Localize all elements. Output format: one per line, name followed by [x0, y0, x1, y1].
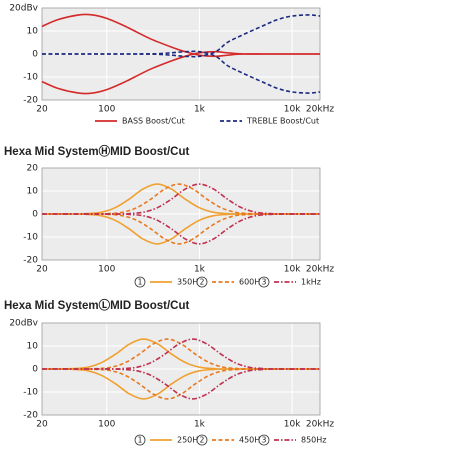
response-curve — [41, 213, 321, 245]
legend-badge-number: 3 — [262, 436, 267, 445]
legend-badge-number: 3 — [262, 278, 267, 287]
y-tick-label: -20 — [23, 256, 38, 266]
x-tick-label: 1k — [194, 420, 206, 430]
legend-badge — [134, 434, 146, 446]
y-tick-label: -20 — [23, 96, 38, 106]
y-tick-label: 10 — [27, 342, 39, 352]
legend-badge — [196, 276, 208, 288]
chart-title: Hexa Mid SystemⒽMID Boost/Cut — [4, 144, 189, 158]
y-tick-label: -10 — [23, 388, 38, 398]
x-tick-label: 10k — [284, 420, 301, 430]
legend-label: TREBLE Boost/Cut — [246, 117, 319, 126]
y-tick-label: -20 — [23, 411, 38, 421]
y-tick-label: 10 — [27, 27, 39, 37]
legend-label: 250Hz — [177, 436, 202, 445]
x-tick-label: 20kHz — [306, 265, 334, 275]
response-curve — [41, 50, 320, 95]
x-tick-label: 20kHz — [306, 420, 334, 430]
legend-badge — [196, 434, 208, 446]
y-tick-label: 20dBv — [9, 4, 38, 14]
legend-label: 350Hz — [177, 278, 202, 287]
y-tick-label: 0 — [32, 365, 38, 375]
response-curve — [41, 50, 321, 94]
x-tick-label: 20kHz — [306, 105, 334, 115]
x-tick-label: 20 — [36, 420, 48, 430]
legend-badge-number: 2 — [200, 436, 205, 445]
legend-label: 600Hz — [239, 278, 264, 287]
legend-label: 850Hz — [301, 436, 326, 445]
y-tick-label: 20dBv — [9, 319, 38, 329]
chart: Hexa Mid SystemⓁMID Boost/Cut20dBv100-10… — [4, 298, 334, 446]
y-tick-label: 0 — [32, 210, 38, 220]
x-tick-label: 20 — [36, 265, 48, 275]
y-tick-label: 20 — [27, 164, 39, 174]
legend-badge-number: 1 — [138, 278, 143, 287]
response-curve — [41, 368, 321, 400]
chart: Hexa Mid SystemⒽMID Boost/Cut20100-10-20… — [4, 144, 334, 288]
y-tick-label: 0 — [32, 50, 38, 60]
legend-badge-number: 1 — [138, 436, 143, 445]
x-tick-label: 100 — [98, 105, 115, 115]
x-tick-label: 10k — [284, 105, 301, 115]
legend-badge-number: 2 — [200, 278, 205, 287]
legend-label: BASS Boost/Cut — [122, 117, 185, 126]
legend-label: 1kHz — [301, 278, 321, 287]
y-tick-label: 10 — [27, 187, 39, 197]
x-tick-label: 10k — [284, 265, 301, 275]
legend-label: 450Hz — [239, 436, 264, 445]
x-tick-label: 1k — [194, 105, 206, 115]
y-tick-label: -10 — [23, 233, 38, 243]
response-curve — [41, 213, 321, 245]
chart-title: Hexa Mid SystemⓁMID Boost/Cut — [4, 298, 189, 312]
x-tick-label: 100 — [98, 420, 115, 430]
response-curve — [41, 183, 321, 215]
y-tick-label: -10 — [23, 73, 38, 83]
response-curve — [41, 183, 321, 215]
legend-badge — [134, 276, 146, 288]
response-curve — [41, 338, 321, 370]
x-tick-label: 100 — [98, 265, 115, 275]
x-tick-label: 1k — [194, 265, 206, 275]
legend-badge — [258, 276, 270, 288]
x-tick-label: 20 — [36, 105, 48, 115]
legend-badge — [258, 434, 270, 446]
